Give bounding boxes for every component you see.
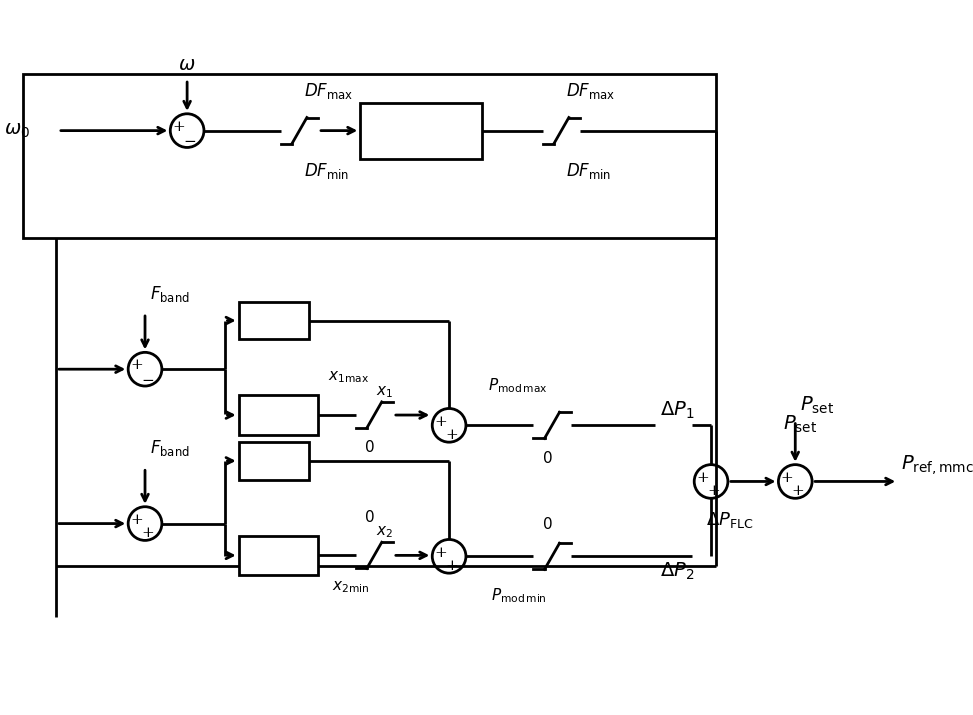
Bar: [360, 102, 482, 159]
Text: $x_{\rm 1max}$: $x_{\rm 1max}$: [329, 370, 370, 385]
Text: $P_{\rm set}$: $P_{\rm set}$: [783, 413, 817, 435]
Text: +: +: [434, 546, 447, 560]
Text: +: +: [130, 358, 143, 373]
Text: $x_1$: $x_1$: [377, 385, 393, 400]
Text: $DF_{\rm max}$: $DF_{\rm max}$: [305, 81, 353, 101]
Text: +: +: [172, 120, 185, 134]
Text: $k_{\rm i}/s$: $k_{\rm i}/s$: [263, 545, 294, 566]
Text: $DF_{\rm max}$: $DF_{\rm max}$: [566, 81, 615, 101]
Text: $G_{\rm f}(s)$: $G_{\rm f}(s)$: [398, 119, 444, 142]
Text: +: +: [141, 526, 154, 540]
Text: +: +: [707, 484, 720, 498]
Text: $k_{\rm p}$: $k_{\rm p}$: [264, 308, 283, 332]
Text: $0$: $0$: [364, 510, 375, 526]
Text: $\Delta P_{\rm FLC}$: $\Delta P_{\rm FLC}$: [706, 510, 754, 530]
Text: +: +: [446, 428, 458, 442]
Bar: [23, 74, 716, 238]
Text: +: +: [780, 470, 793, 485]
Text: +: +: [434, 415, 447, 428]
Text: $DF_{\rm min}$: $DF_{\rm min}$: [305, 161, 349, 181]
Text: $P_{\rm ref,mmc}$: $P_{\rm ref,mmc}$: [901, 453, 973, 477]
Bar: [238, 536, 318, 575]
Text: $\omega$: $\omega$: [178, 56, 196, 74]
Text: $k_{\rm i}/s$: $k_{\rm i}/s$: [263, 405, 294, 425]
Text: $k_{\rm p}$: $k_{\rm p}$: [264, 449, 283, 473]
Bar: [238, 442, 308, 480]
Text: $\Delta P_2$: $\Delta P_2$: [660, 561, 694, 582]
Text: $-$: $-$: [141, 372, 155, 385]
Text: $F_{\rm band}$: $F_{\rm band}$: [150, 438, 190, 458]
Text: $x_{\rm 2min}$: $x_{\rm 2min}$: [333, 580, 370, 596]
Text: $P_{\rm mod\,max}$: $P_{\rm mod\,max}$: [487, 377, 548, 395]
Text: +: +: [130, 513, 143, 527]
Text: $\omega_0$: $\omega_0$: [4, 122, 30, 139]
Text: $P_{\rm set}$: $P_{\rm set}$: [800, 395, 834, 416]
Text: $0$: $0$: [542, 450, 553, 465]
Text: $0$: $0$: [542, 516, 553, 532]
Text: $x_2$: $x_2$: [377, 525, 393, 541]
Text: $-$: $-$: [183, 133, 197, 147]
Text: $DF_{\rm min}$: $DF_{\rm min}$: [566, 161, 611, 181]
Text: $\Delta P_1$: $\Delta P_1$: [660, 400, 694, 420]
Text: +: +: [792, 484, 805, 498]
Text: +: +: [697, 470, 709, 485]
Bar: [238, 395, 318, 435]
Text: +: +: [446, 558, 458, 573]
Text: $0$: $0$: [364, 439, 375, 455]
Bar: [238, 302, 308, 339]
Text: $P_{\rm mod\,min}$: $P_{\rm mod\,min}$: [491, 586, 548, 605]
Text: $F_{\rm band}$: $F_{\rm band}$: [150, 284, 190, 304]
